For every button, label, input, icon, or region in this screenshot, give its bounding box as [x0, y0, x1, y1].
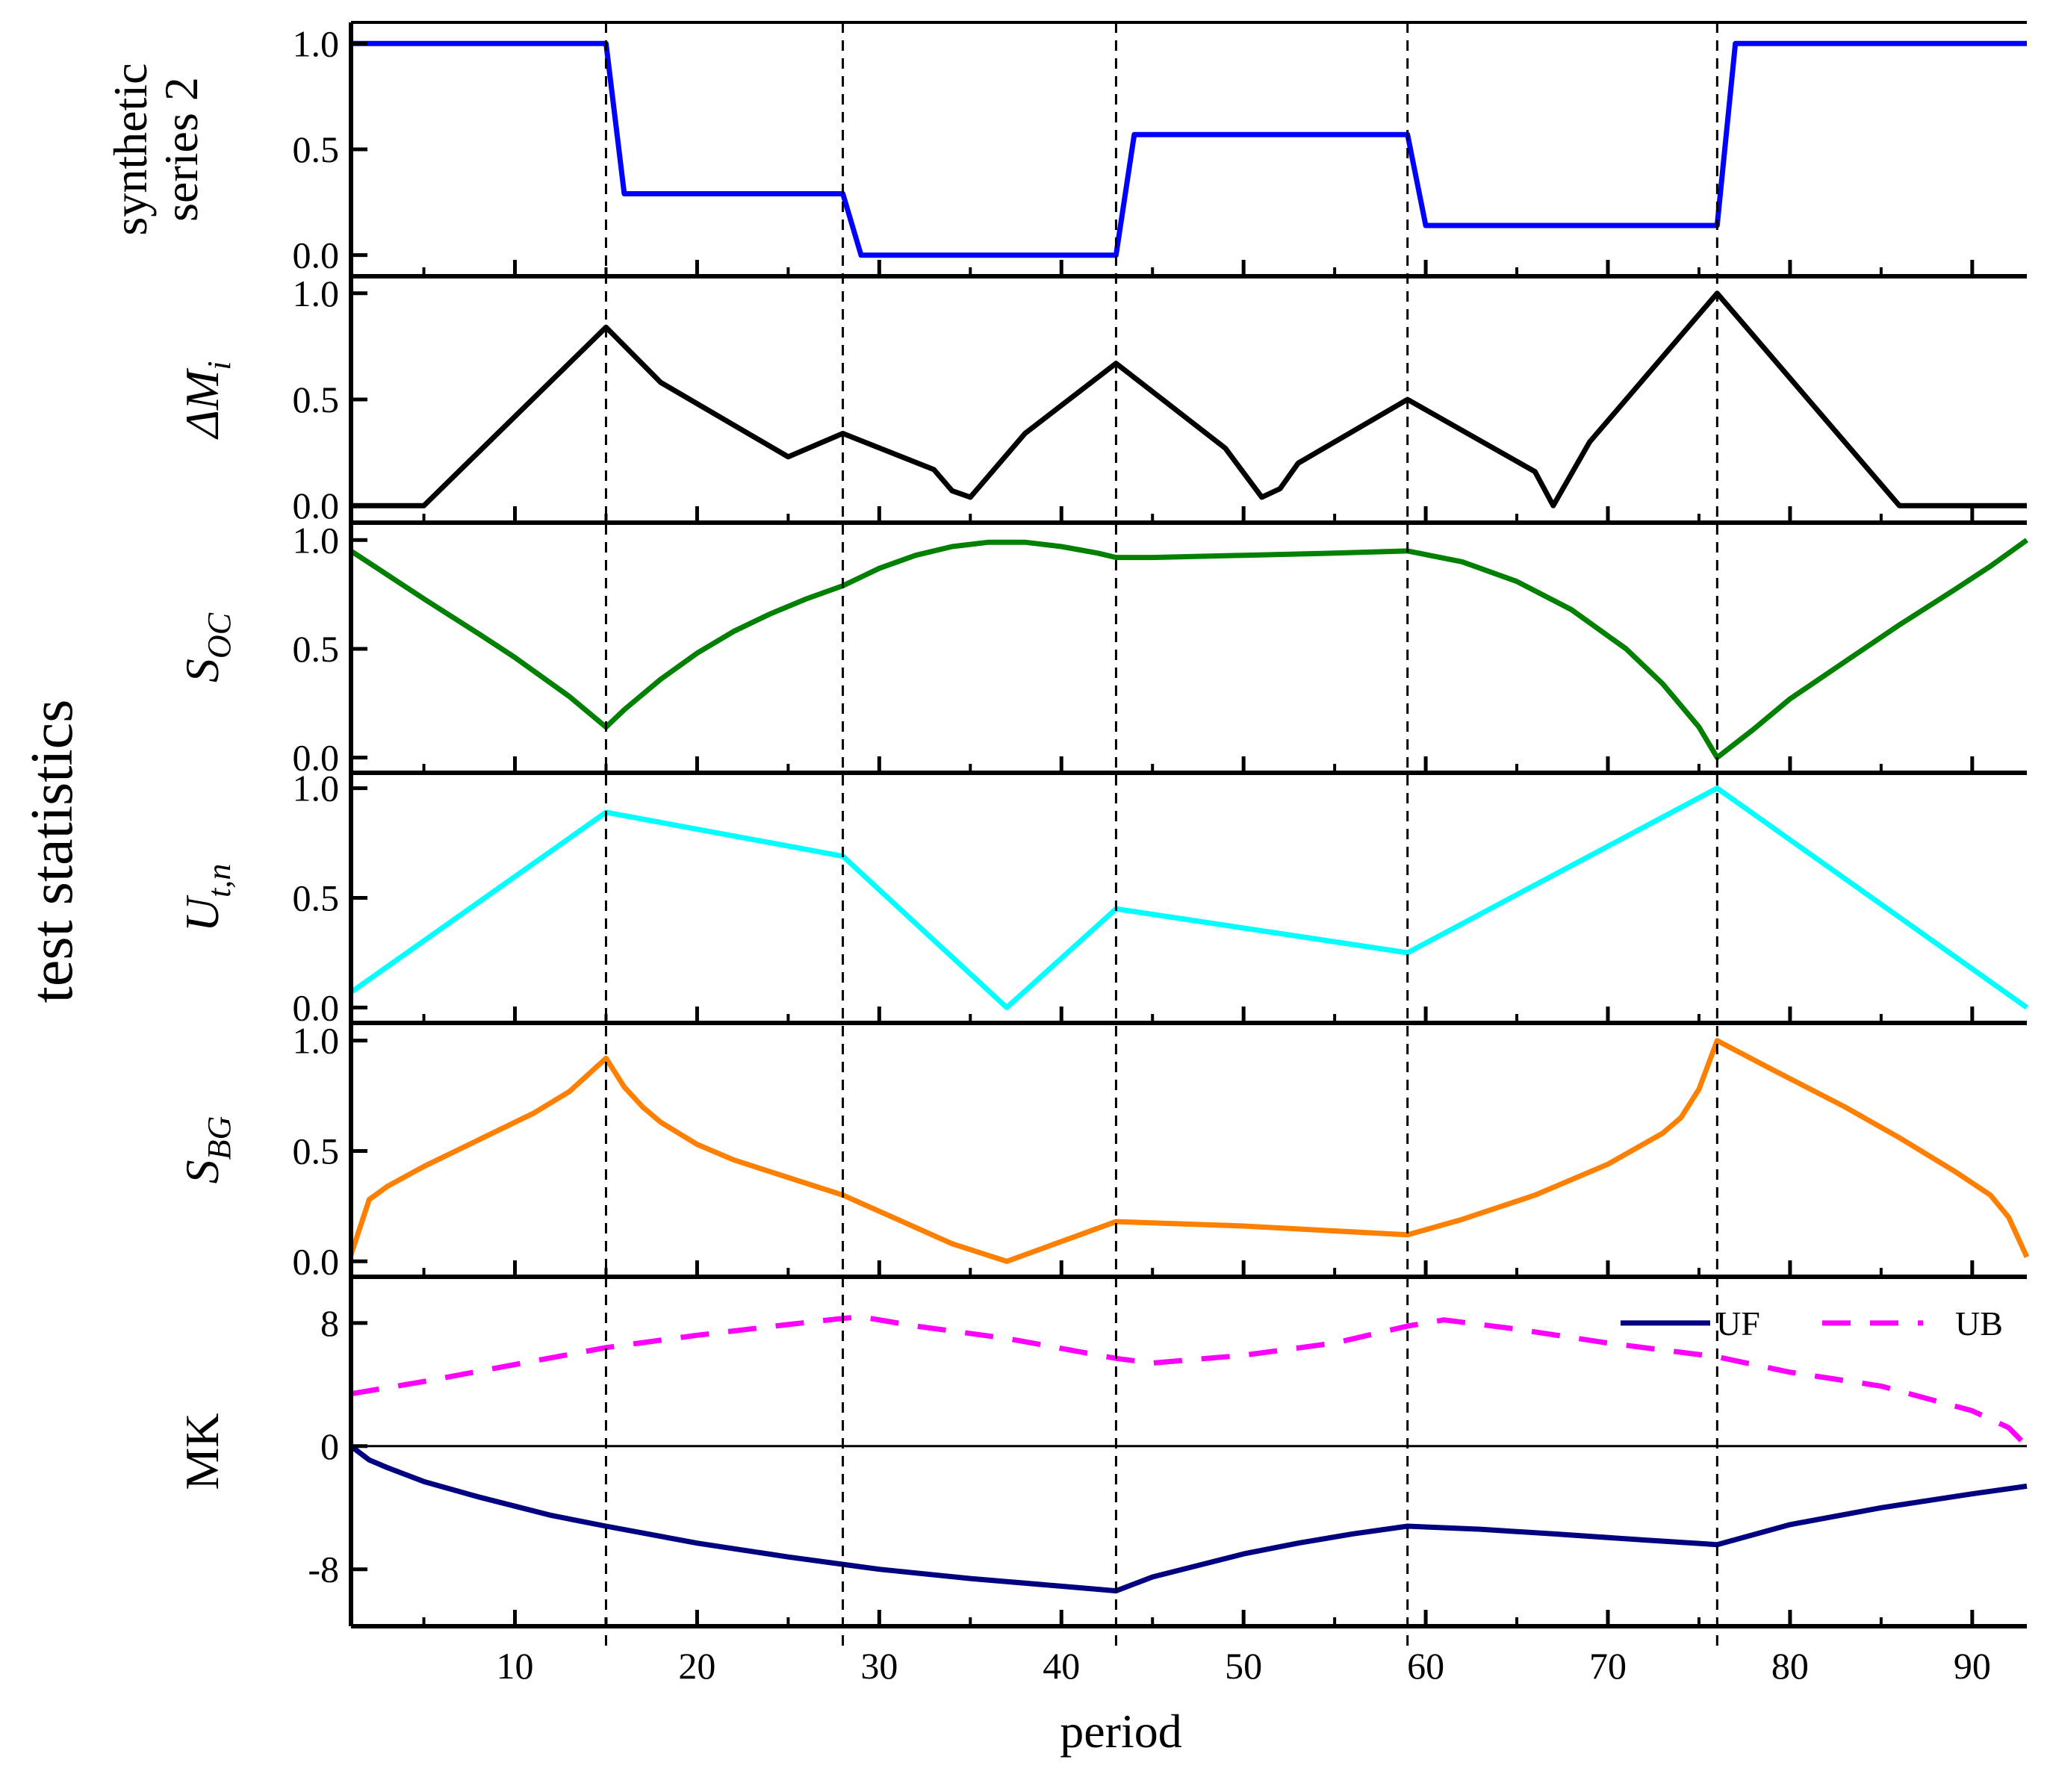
x-tick-label: 60	[1407, 1645, 1444, 1687]
x-tick-label: 20	[678, 1645, 715, 1687]
y-tick-label: 1.0	[293, 273, 340, 314]
y-tick-label: 1.0	[293, 768, 340, 809]
y-tick-label: 0.0	[293, 737, 340, 779]
y-tick-label: 0.0	[293, 1240, 340, 1282]
series-line-uf	[349, 1444, 2028, 1594]
panel-y-label-sub: i	[201, 361, 237, 370]
y-tick-label: 0.5	[293, 1130, 340, 1172]
series-line--mi	[351, 290, 2027, 508]
x-tick-label: 80	[1771, 1645, 1809, 1687]
panel-y-label-sub: t,n	[201, 864, 237, 897]
y-tick-label: 8	[320, 1302, 339, 1344]
y-tick-label: 0.5	[293, 628, 340, 670]
y-tick-label: 0.0	[293, 485, 340, 526]
x-axis: 10 20 30 40 50 60 70 80 90	[497, 1645, 1991, 1687]
panel-u-tn: 0.0 0.5 1.0 Ut,n	[176, 768, 2029, 1028]
legend: UF UB	[1621, 1304, 2003, 1343]
panel-y-label: Ut,n	[176, 864, 237, 932]
x-tick-label: 70	[1589, 1645, 1627, 1687]
x-tick-label: 90	[1954, 1645, 1991, 1687]
y-tick-label: 1.0	[293, 1020, 340, 1062]
panel-y-label: SBG	[176, 1116, 237, 1184]
panel-y-label: SOC	[176, 612, 237, 682]
change-point-lines	[604, 22, 1718, 1646]
y-tick-label: -8	[308, 1549, 339, 1590]
x-tick-label: 50	[1225, 1645, 1262, 1687]
panel-y-label-line: synthetic	[104, 63, 157, 235]
y-axis-title: test statistics	[19, 700, 85, 1004]
series-line-soc	[350, 538, 2029, 761]
panel-delta-m: 0.0 0.5 1.0 ΔMi	[176, 273, 2027, 526]
y-tick-label: 0.5	[293, 379, 340, 420]
y-tick-label: 0	[320, 1425, 339, 1467]
panel-y-label: MK	[176, 1413, 229, 1490]
panel-y-label-main: MK	[176, 1413, 229, 1490]
panel-s-oc: 0.0 0.5 1.0 SOC	[176, 519, 2029, 779]
panel-mk: -8 0 8 MK UF UB	[176, 1277, 2029, 1628]
series-line-ut-n	[349, 785, 2029, 1010]
y-tick-label: 1.0	[293, 519, 340, 561]
panel-y-label-main: U	[176, 895, 229, 932]
panel-y-label: ΔMi	[176, 361, 237, 440]
panel-y-label-main: S	[176, 1160, 229, 1183]
panel-y-label-main: ΔM	[176, 367, 229, 441]
y-tick-label: 0.0	[293, 234, 340, 276]
x-tick-label: 40	[1043, 1645, 1080, 1687]
x-tick-label: 10	[497, 1645, 534, 1687]
legend-label-ub: UB	[1955, 1304, 2003, 1343]
panel-y-label-main: S	[176, 659, 229, 682]
y-tick-label: 0.5	[293, 877, 340, 919]
y-tick-label: 1.0	[293, 22, 340, 64]
panel-y-label: syntheticseries 2	[104, 63, 208, 235]
y-tick-label: 0.5	[293, 128, 340, 170]
legend-label-uf: UF	[1716, 1304, 1760, 1343]
panel-y-label-sub: BG	[201, 1116, 237, 1160]
series-line-synthetic-series-2	[351, 40, 2027, 258]
series-line-ub	[350, 1314, 2029, 1449]
y-tick-label: 0.0	[293, 986, 340, 1028]
series-line-sbg	[348, 1038, 2030, 1264]
panel-y-label-line: series 2	[155, 77, 208, 222]
x-axis-title: period	[1060, 1705, 1182, 1758]
x-tick-label: 30	[860, 1645, 898, 1687]
panel-y-label-sub: OC	[201, 612, 237, 659]
panel-s-bg: 0.0 0.5 1.0 SBG	[176, 1020, 2030, 1282]
panel-synthetic: 0.0 0.5 1.0 syntheticseries 2	[104, 21, 2027, 279]
